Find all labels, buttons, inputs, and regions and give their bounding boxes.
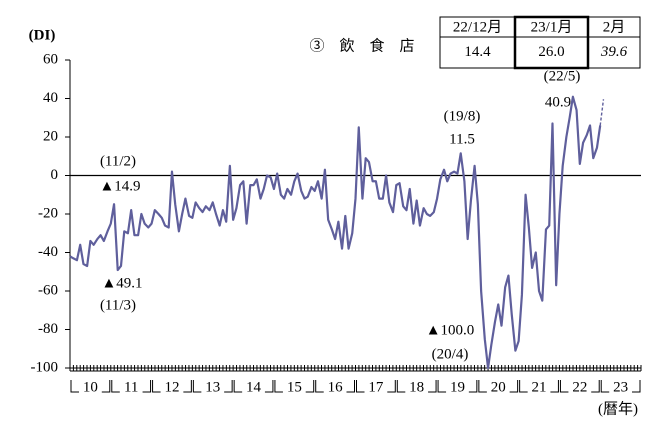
year-bracket <box>559 380 600 393</box>
x-tick-label: 14 <box>246 379 262 395</box>
y-tick-label: -20 <box>38 205 58 221</box>
year-bracket <box>111 380 152 393</box>
x-tick-label: 19 <box>450 379 465 395</box>
x-tick-label: 17 <box>368 379 384 395</box>
year-bracket <box>274 380 315 393</box>
y-tick-label: 20 <box>43 128 58 144</box>
x-tick-label: 18 <box>409 379 424 395</box>
table-value: 14.4 <box>464 44 491 60</box>
table-value: 39.6 <box>600 44 628 60</box>
year-bracket <box>396 380 437 393</box>
annotation: (11/2) <box>100 153 136 169</box>
table-value: 26.0 <box>538 44 564 60</box>
table-header: 23/1月 <box>531 19 573 35</box>
year-bracket <box>600 380 641 393</box>
table-header: 22/12月 <box>453 19 502 35</box>
annotation: 11.5 <box>449 131 475 147</box>
annotation: ▲100.0 <box>426 322 475 338</box>
table-highlight <box>513 15 590 70</box>
y-tick-label: -40 <box>38 244 58 260</box>
year-bracket <box>192 380 233 393</box>
y-axis-label: (DI) <box>29 27 56 43</box>
x-tick-label: 13 <box>205 379 220 395</box>
y-tick-label: 40 <box>43 90 58 106</box>
year-bracket <box>152 380 192 393</box>
table-frame <box>439 16 641 69</box>
x-tick-label: 16 <box>328 379 344 395</box>
forecast-line <box>599 99 605 126</box>
table-header: 2月 <box>603 19 626 35</box>
annotation: ▲49.1 <box>101 275 142 291</box>
year-bracket <box>519 380 559 393</box>
year-bracket <box>233 380 274 393</box>
x-tick-label: 12 <box>164 379 179 395</box>
year-bracket <box>437 380 478 393</box>
year-bracket <box>70 380 111 393</box>
annotation: (22/5) <box>544 68 581 84</box>
x-tick-label: 22 <box>572 379 587 395</box>
y-tick-label: -80 <box>38 321 58 337</box>
data-line <box>69 95 602 370</box>
year-bracket <box>315 380 355 393</box>
annotation: (19/8) <box>444 108 481 124</box>
y-tick-label: 60 <box>43 51 58 67</box>
y-tick-label: -100 <box>31 359 59 375</box>
year-bracket <box>356 380 396 393</box>
x-tick-label: 10 <box>83 379 98 395</box>
year-bracket <box>478 380 519 393</box>
annotation: ▲14.9 <box>99 178 140 194</box>
x-axis-unit: (暦年) <box>598 400 638 417</box>
annotation: (11/3) <box>100 297 136 313</box>
x-tick-label: 11 <box>124 379 138 395</box>
annotation: 40.9 <box>545 94 571 110</box>
annotation: (20/4) <box>432 346 469 362</box>
chart-title: ③ 飲 食 店 <box>309 37 414 54</box>
x-tick-label: 15 <box>287 379 302 395</box>
x-tick-label: 21 <box>532 379 547 395</box>
x-tick-label: 23 <box>613 379 628 395</box>
x-tick-label: 20 <box>491 379 506 395</box>
y-tick-label: 0 <box>51 167 59 183</box>
y-tick-label: -60 <box>38 282 58 298</box>
